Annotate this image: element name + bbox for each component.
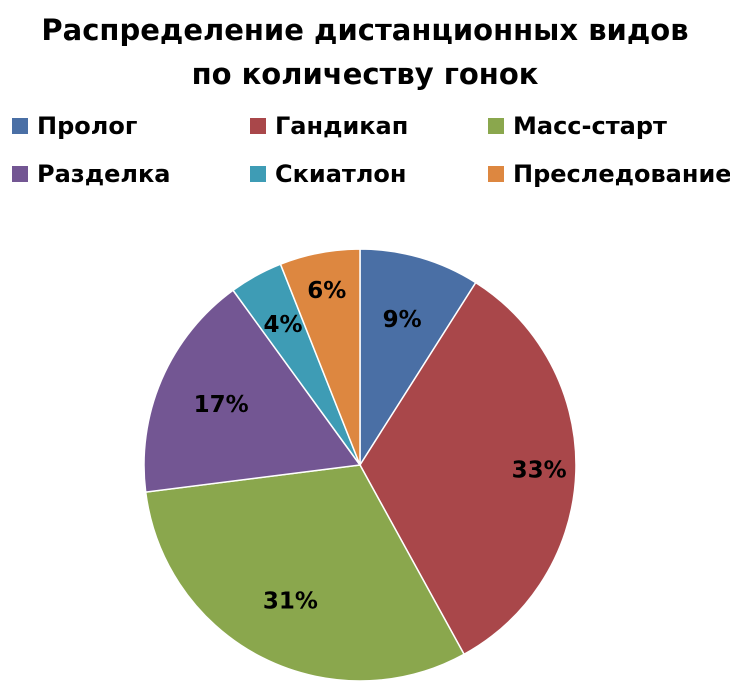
slice-label-handicap: 33% bbox=[512, 458, 567, 484]
legend-swatch-handicap bbox=[250, 118, 266, 134]
pie-slice-mass-start bbox=[144, 464, 466, 682]
legend-label-mass-start: Масс-старт bbox=[513, 112, 667, 140]
chart-title: Распределение дистанционных видов по кол… bbox=[0, 8, 730, 96]
legend-item-mass-start: Масс-старт bbox=[488, 110, 667, 142]
slice-label-pursuit: 6% bbox=[307, 278, 346, 304]
legend-label-handicap: Гандикап bbox=[275, 112, 409, 140]
pie-slice-prolog bbox=[359, 248, 477, 468]
legend-swatch-prolog bbox=[12, 118, 28, 134]
slice-label-skiathlon: 4% bbox=[263, 312, 302, 338]
legend-item-pursuit: Преследование bbox=[488, 158, 730, 190]
legend-label-individual: Разделка bbox=[37, 160, 171, 188]
legend-item-handicap: Гандикап bbox=[250, 110, 408, 142]
chart-legend: Пролог Гандикап Масс-старт Разделка Скиа… bbox=[0, 0, 730, 200]
pie-slice-individual bbox=[143, 289, 362, 493]
legend-label-pursuit: Преследование bbox=[513, 160, 730, 188]
legend-label-skiathlon: Скиатлон bbox=[275, 160, 407, 188]
pie-slice-handicap bbox=[359, 281, 577, 656]
legend-item-prolog: Пролог bbox=[12, 110, 137, 142]
legend-label-prolog: Пролог bbox=[37, 112, 138, 140]
slice-label-individual: 17% bbox=[194, 392, 249, 418]
legend-item-skiathlon: Скиатлон bbox=[250, 158, 406, 190]
legend-swatch-mass-start bbox=[488, 118, 504, 134]
slice-label-prolog: 9% bbox=[383, 307, 422, 333]
slice-label-mass-start: 31% bbox=[263, 589, 318, 615]
pie-slice-pursuit bbox=[279, 248, 361, 466]
chart-title-line-2: по количеству гонок bbox=[191, 57, 539, 91]
legend-swatch-pursuit bbox=[488, 166, 504, 182]
legend-swatch-skiathlon bbox=[250, 166, 266, 182]
legend-item-individual: Разделка bbox=[12, 158, 170, 190]
legend-swatch-individual bbox=[12, 166, 28, 182]
chart-title-line-1: Распределение дистанционных видов bbox=[41, 13, 689, 47]
